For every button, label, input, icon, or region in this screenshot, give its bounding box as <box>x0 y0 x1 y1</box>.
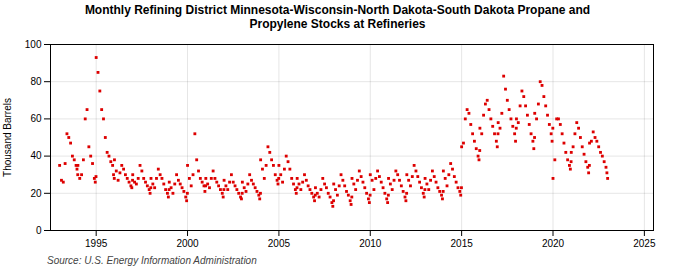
svg-text:20: 20 <box>30 187 42 198</box>
html-text:Monthly Refining District Minn: Monthly Refining District Minnesota-Wisc… <box>84 3 591 32</box>
svg-text:2015: 2015 <box>451 237 474 248</box>
svg-text:2025: 2025 <box>633 237 656 248</box>
svg-text:40: 40 <box>30 150 42 161</box>
svg-text:60: 60 <box>30 113 42 124</box>
svg-text:100: 100 <box>25 38 42 49</box>
svg-text:2010: 2010 <box>359 237 382 248</box>
svg-text:80: 80 <box>30 76 42 87</box>
svg-text:Thousand Barrels: Thousand Barrels <box>2 98 13 177</box>
svg-text:2020: 2020 <box>542 237 565 248</box>
svg-text:2000: 2000 <box>176 237 199 248</box>
svg-text:1995: 1995 <box>85 237 108 248</box>
svg-text:0: 0 <box>36 224 42 235</box>
svg-text:2005: 2005 <box>268 237 291 248</box>
html-text:Source: U.S. Energy Informatio: Source: U.S. Energy Information Administ… <box>47 254 257 266</box>
